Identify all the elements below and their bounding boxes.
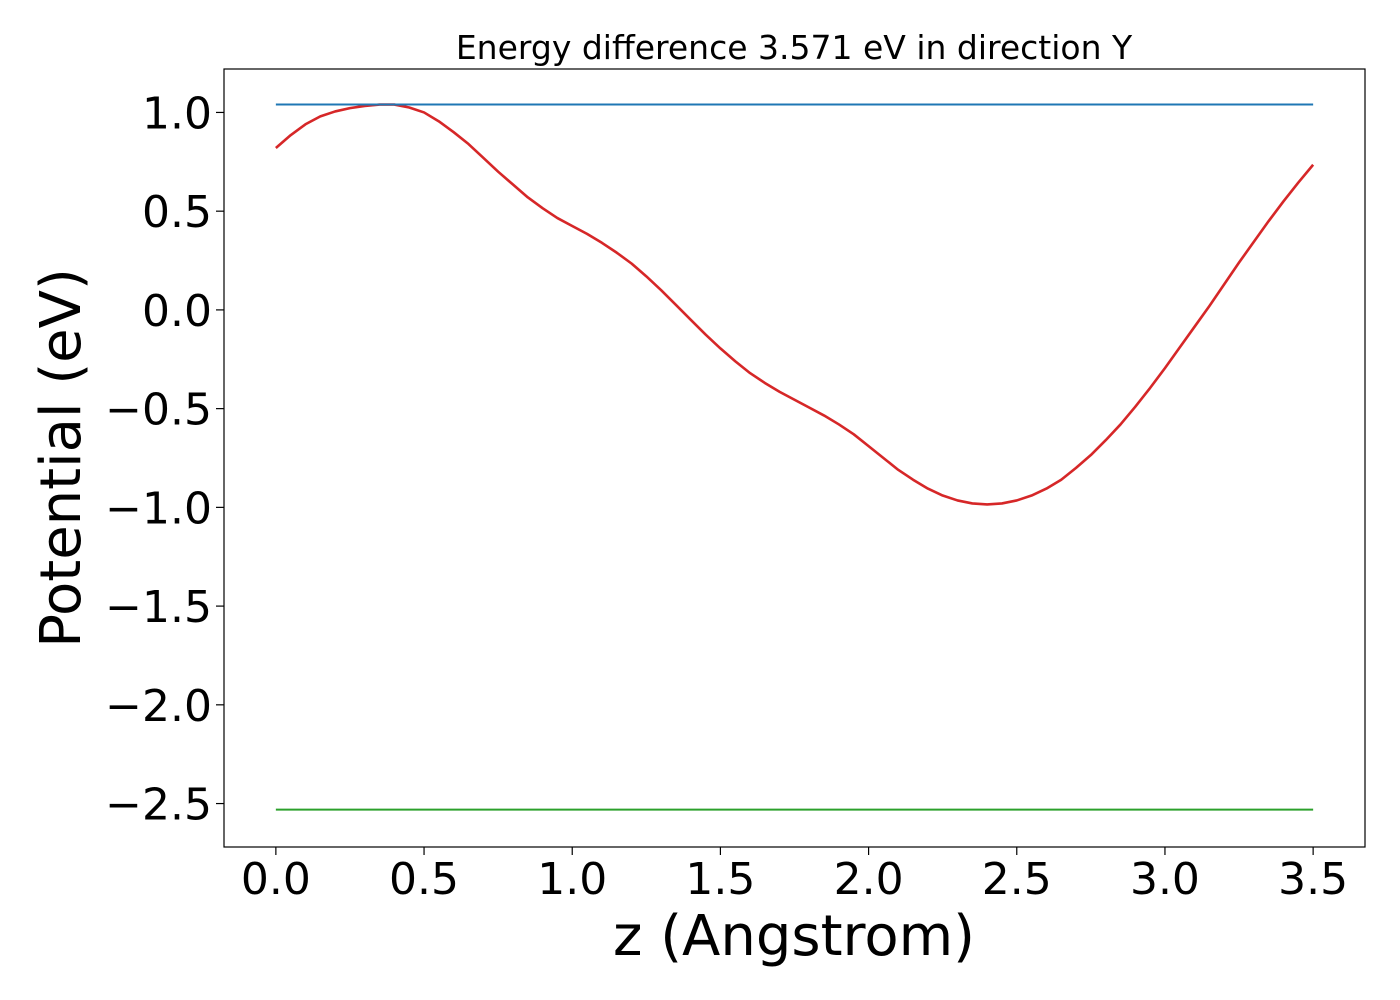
x-tick-label: 2.0 bbox=[834, 854, 904, 905]
series-layer bbox=[275, 103, 1315, 811]
y-tick-label: −2.5 bbox=[105, 780, 212, 831]
y-tick-label: 0.0 bbox=[142, 286, 212, 337]
x-tick-label: 1.5 bbox=[685, 854, 755, 905]
y-tick-label: −1.5 bbox=[105, 582, 212, 633]
chart-title: Energy difference 3.571 eV in direction … bbox=[456, 28, 1133, 67]
x-tick-label: 3.0 bbox=[1130, 854, 1200, 905]
plot-area-frame bbox=[223, 68, 1366, 848]
y-tick-label: 1.0 bbox=[142, 88, 212, 139]
y-tick-label: −2.0 bbox=[105, 681, 212, 732]
y-axis-title: Potential (eV) bbox=[29, 268, 94, 648]
y-tick-label: 0.5 bbox=[142, 187, 212, 238]
x-axis-title: z (Angstrom) bbox=[613, 904, 975, 969]
x-tick-label: 3.5 bbox=[1278, 854, 1348, 905]
y-tick-label: −1.0 bbox=[105, 483, 212, 534]
series-line-0 bbox=[275, 103, 1315, 506]
x-tick-label: 2.5 bbox=[982, 854, 1052, 905]
x-tick-label: 0.5 bbox=[389, 854, 459, 905]
x-tick-label: 1.0 bbox=[537, 854, 607, 905]
y-tick-label: −0.5 bbox=[105, 385, 212, 436]
x-tick-label: 0.0 bbox=[241, 854, 311, 905]
ticks-layer: 0.0 0.5 1.0 1.5 2.0 2.5 3.0 3.5 1.0 0.5 0.0 −0.5 −1.… bbox=[105, 88, 1348, 905]
